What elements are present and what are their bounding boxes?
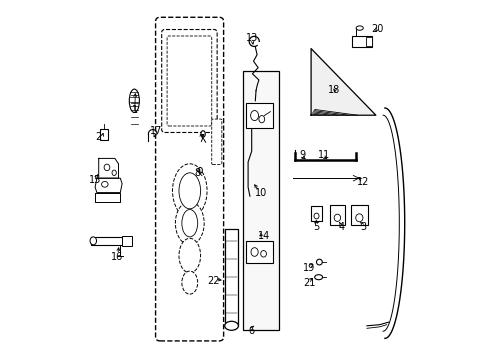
Text: 5: 5: [313, 222, 319, 232]
Ellipse shape: [313, 213, 318, 219]
Text: 22: 22: [207, 276, 220, 286]
Text: 17: 17: [150, 126, 162, 136]
Bar: [101, 129, 108, 140]
Text: 4: 4: [338, 222, 344, 232]
Polygon shape: [91, 237, 131, 245]
Bar: [224, 229, 238, 326]
Polygon shape: [95, 178, 122, 193]
Ellipse shape: [198, 167, 202, 173]
Bar: [351, 36, 371, 47]
Ellipse shape: [179, 238, 200, 273]
Ellipse shape: [129, 89, 139, 112]
Text: 8: 8: [194, 168, 201, 178]
FancyBboxPatch shape: [162, 30, 217, 132]
Ellipse shape: [333, 214, 340, 221]
Text: 6: 6: [248, 326, 254, 336]
Ellipse shape: [182, 210, 197, 237]
Ellipse shape: [355, 214, 362, 222]
Bar: [245, 241, 272, 263]
Ellipse shape: [182, 271, 197, 294]
Ellipse shape: [112, 170, 116, 175]
Ellipse shape: [258, 116, 264, 123]
Text: 1: 1: [131, 105, 138, 115]
Ellipse shape: [316, 259, 322, 265]
Text: 7: 7: [198, 134, 204, 144]
Ellipse shape: [172, 164, 206, 218]
Ellipse shape: [355, 26, 363, 30]
Text: 18: 18: [328, 85, 340, 95]
Text: 11: 11: [317, 150, 329, 160]
Text: 15: 15: [89, 175, 101, 185]
Text: 9: 9: [299, 150, 305, 160]
Bar: [122, 236, 132, 246]
Polygon shape: [99, 158, 118, 178]
Polygon shape: [95, 193, 120, 202]
Ellipse shape: [90, 237, 96, 245]
FancyBboxPatch shape: [167, 36, 211, 126]
Bar: [329, 205, 344, 225]
Text: 13: 13: [245, 33, 257, 43]
Text: 19: 19: [303, 263, 315, 273]
Ellipse shape: [314, 275, 322, 280]
Ellipse shape: [104, 164, 110, 171]
Bar: [242, 71, 278, 330]
Bar: [310, 206, 321, 221]
FancyBboxPatch shape: [211, 119, 222, 165]
FancyBboxPatch shape: [155, 17, 223, 341]
Text: 12: 12: [356, 177, 369, 187]
Bar: [350, 205, 367, 225]
Ellipse shape: [224, 321, 238, 330]
Text: 10: 10: [254, 188, 266, 198]
Polygon shape: [310, 49, 375, 115]
Ellipse shape: [260, 251, 266, 257]
Text: 20: 20: [371, 24, 383, 34]
Bar: [366, 37, 371, 46]
Text: 16: 16: [110, 252, 122, 262]
Ellipse shape: [102, 181, 108, 187]
Bar: [245, 103, 272, 128]
Text: 3: 3: [360, 222, 366, 232]
Ellipse shape: [179, 173, 200, 209]
Ellipse shape: [250, 111, 258, 121]
Text: 14: 14: [258, 231, 270, 241]
Ellipse shape: [250, 248, 258, 256]
Text: 2: 2: [95, 132, 102, 142]
Ellipse shape: [175, 202, 204, 245]
Ellipse shape: [201, 131, 205, 137]
Text: 21: 21: [303, 278, 315, 288]
